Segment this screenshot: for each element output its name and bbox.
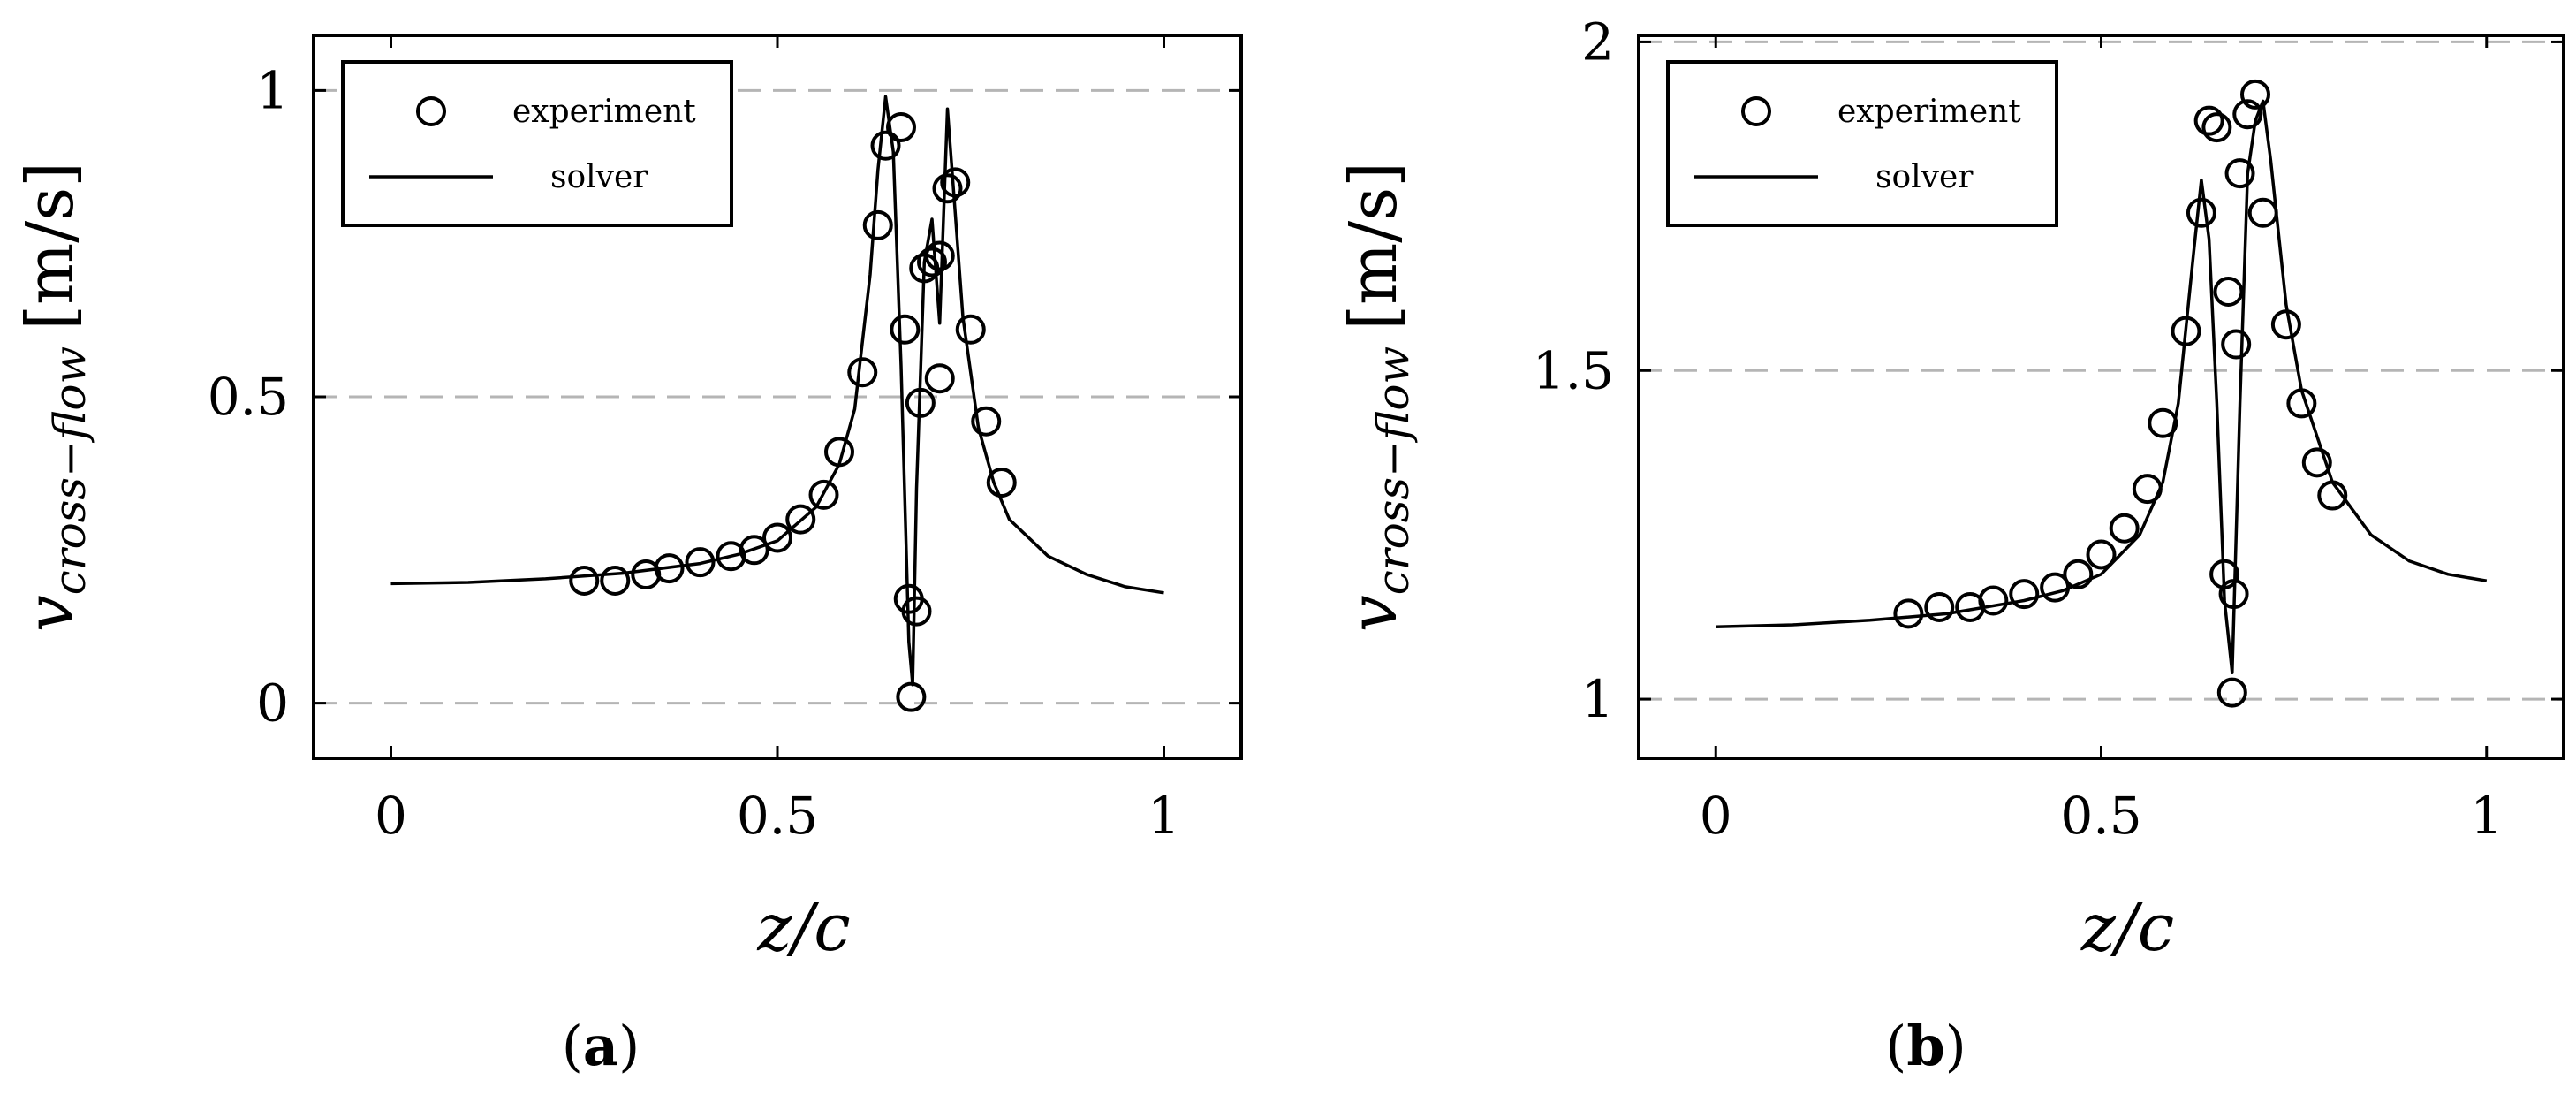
panel-label: (b) (1885, 1014, 1966, 1078)
data-point-experiment (739, 535, 769, 566)
data-point-experiment (2317, 480, 2348, 511)
data-point-experiment (2148, 407, 2178, 438)
data-point-experiment (2209, 559, 2240, 589)
data-point-experiment (2221, 329, 2252, 360)
data-point-experiment (1893, 598, 1924, 629)
data-point-experiment (862, 209, 893, 240)
data-point-experiment (2186, 197, 2216, 228)
data-point-experiment (847, 357, 878, 388)
data-point-experiment (2301, 447, 2332, 478)
data-point-experiment (986, 468, 1017, 498)
data-point-experiment (940, 167, 971, 198)
data-point-experiment (2132, 474, 2163, 505)
legend-label-experiment: experiment (512, 94, 696, 130)
data-point-experiment (917, 247, 947, 278)
data-point-experiment (762, 522, 792, 553)
data-point-experiment (932, 173, 963, 204)
data-point-experiment (896, 681, 927, 712)
x-tick-label: 1 (1148, 786, 1180, 846)
legend-label-experiment: experiment (1837, 94, 2021, 130)
y-axis-unit: [m/s] (1336, 162, 1412, 331)
data-point-experiment (2086, 539, 2117, 570)
legend-label-solver: solver (1875, 159, 1974, 195)
data-point-experiment (924, 363, 955, 394)
x-tick-label: 0 (1700, 786, 1732, 846)
data-point-experiment (824, 437, 854, 468)
data-point-experiment (1924, 591, 1955, 622)
data-point-experiment (2286, 388, 2317, 419)
y-axis-unit: [m/s] (12, 162, 88, 331)
data-point-experiment (971, 406, 1002, 437)
data-point-experiment (886, 111, 916, 142)
legend-marker-experiment (1741, 96, 1771, 126)
x-tick-label: 0.5 (737, 786, 818, 846)
y-axis-subscript: cross−flow (1368, 346, 1419, 595)
data-point-experiment (905, 387, 936, 418)
x-axis-title: z/c (756, 890, 850, 966)
data-point-experiment (2216, 677, 2247, 708)
data-point-experiment (685, 547, 716, 578)
data-point-experiment (808, 479, 839, 510)
y-tick-label: 2 (1581, 11, 1614, 72)
data-point-experiment (2109, 513, 2140, 544)
data-point-experiment (2240, 79, 2270, 110)
data-point-experiment (870, 130, 901, 161)
data-point-experiment (2218, 579, 2249, 610)
data-point-experiment (569, 565, 600, 596)
y-tick-label: 0 (256, 673, 289, 734)
data-point-experiment (924, 240, 955, 271)
y-axis-subscript: cross−flow (44, 346, 95, 595)
y-tick-label: 1.5 (1533, 340, 1614, 400)
data-point-experiment (2040, 572, 2071, 603)
data-point-experiment (2201, 112, 2232, 143)
data-point-experiment (2232, 99, 2263, 130)
data-point-experiment (2063, 559, 2094, 589)
x-tick-label: 1 (2470, 786, 2503, 846)
x-tick-label: 0.5 (2060, 786, 2141, 846)
data-point-experiment (2213, 277, 2244, 308)
data-point-experiment (890, 314, 921, 345)
y-axis-title: vcross−flow [m/s] (1336, 162, 1419, 632)
data-point-experiment (2247, 197, 2278, 228)
legend-box (1666, 60, 2058, 227)
data-point-experiment (1978, 585, 2009, 616)
x-axis-title: z/c (2080, 890, 2174, 966)
data-point-experiment (2009, 579, 2040, 610)
panel-label: (a) (562, 1014, 640, 1078)
data-point-experiment (2171, 316, 2201, 346)
series-line-solver (390, 95, 1164, 687)
data-point-experiment (955, 314, 986, 345)
legend-marker-experiment (416, 96, 446, 126)
legend-box (341, 60, 733, 227)
chart-panel-b: 1 1.5 2 0 0.5 1 experiment solver vcross−flow [m/… (1336, 11, 2565, 1078)
data-point-experiment (785, 504, 816, 535)
legend-label-solver: solver (550, 159, 648, 195)
data-point-experiment (2270, 309, 2301, 340)
data-point-experiment (600, 565, 631, 596)
chart-panel-a: 0 0.5 1 0 0.5 1 experiment solver vcross−flow [m/… (12, 34, 1243, 1078)
data-point-experiment (2224, 158, 2255, 189)
data-point-experiment (2193, 105, 2224, 136)
y-axis-symbol: v (1336, 595, 1412, 632)
y-tick-label: 1 (1581, 669, 1614, 729)
y-axis-symbol: v (12, 595, 88, 632)
x-tick-label: 0 (375, 786, 407, 846)
data-point-experiment (654, 553, 685, 584)
y-tick-label: 0.5 (208, 367, 289, 427)
y-axis-title: vcross−flow [m/s] (12, 162, 95, 632)
data-point-experiment (901, 596, 932, 627)
y-tick-label: 1 (256, 60, 289, 120)
